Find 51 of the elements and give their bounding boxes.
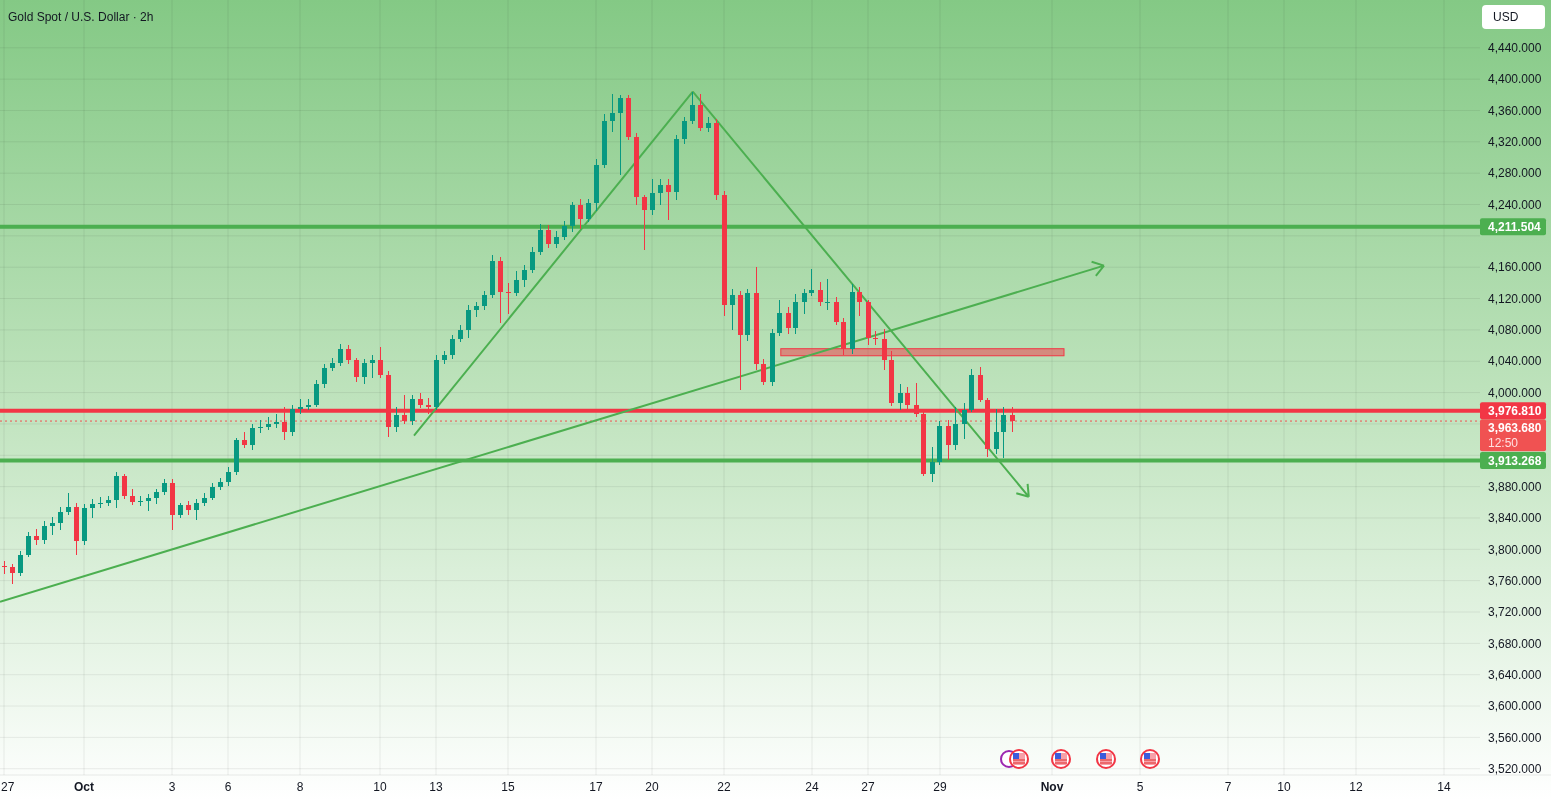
x-tick-label: 29 [933, 780, 947, 794]
x-tick-label: 27 [861, 780, 875, 794]
ref-line-label: 3,913.268 [1488, 453, 1542, 468]
x-tick-label: 13 [429, 780, 443, 794]
x-tick-label: 20 [645, 780, 659, 794]
y-tick-label: 3,680.000 [1488, 636, 1542, 651]
y-tick-label: 4,400.000 [1488, 72, 1542, 87]
y-tick-label: 3,760.000 [1488, 573, 1542, 588]
y-tick-label: 3,800.000 [1488, 542, 1542, 557]
y-tick-label: 4,080.000 [1488, 323, 1542, 338]
y-tick-label: 3,520.000 [1488, 761, 1542, 776]
y-tick-label: 3,600.000 [1488, 699, 1542, 714]
candlestick [474, 302, 479, 317]
x-tick-label: 12 [1349, 780, 1363, 794]
ref-line-label: 3,976.810 [1488, 403, 1542, 418]
x-tick-label: 17 [589, 780, 603, 794]
x-tick-label: 15 [501, 780, 515, 794]
candlestick [274, 414, 279, 428]
y-tick-label: 3,720.000 [1488, 605, 1542, 620]
y-tick-label: 3,840.000 [1488, 511, 1542, 526]
y-tick-label: 4,000.000 [1488, 385, 1542, 400]
x-tick-label: 3 [168, 780, 176, 794]
x-tick-label: 6 [224, 780, 232, 794]
x-tick-label: 10 [373, 780, 387, 794]
y-tick-label: 4,280.000 [1488, 166, 1542, 181]
y-axis-title: USD [1493, 10, 1519, 25]
x-tick-label: 5 [1136, 780, 1144, 794]
x-tick-label: Nov [1040, 780, 1064, 794]
candlestick [298, 399, 303, 414]
x-tick-label: 27 [1, 780, 15, 794]
y-tick-label: 4,440.000 [1488, 41, 1542, 55]
y-tick-label: 4,240.000 [1488, 197, 1542, 212]
ref-line-label: 3,963.680 [1488, 420, 1542, 435]
x-tick-label: 22 [717, 780, 731, 794]
x-tick-label: Oct [73, 780, 95, 794]
x-tick-label: 8 [296, 780, 304, 794]
x-tick-label: 24 [805, 780, 819, 794]
text: Gold Spot / U.S. Dollar · 2h [8, 10, 154, 25]
y-tick-label: 4,160.000 [1488, 260, 1542, 275]
x-tick-label: 10 [1277, 780, 1291, 794]
text: 12:50 [1488, 435, 1519, 450]
y-tick-label: 4,120.000 [1488, 291, 1542, 306]
y-tick-label: 4,360.000 [1488, 103, 1542, 118]
x-tick-label: 7 [1224, 780, 1232, 794]
x-tick-label: 14 [1437, 780, 1451, 794]
y-tick-label: 4,040.000 [1488, 354, 1542, 369]
y-tick-label: 3,560.000 [1488, 730, 1542, 745]
y-tick-label: 3,880.000 [1488, 479, 1542, 494]
y-tick-label: 3,640.000 [1488, 667, 1542, 682]
y-tick-label: 4,320.000 [1488, 135, 1542, 150]
ref-line-label: 4,211.504 [1488, 220, 1542, 235]
